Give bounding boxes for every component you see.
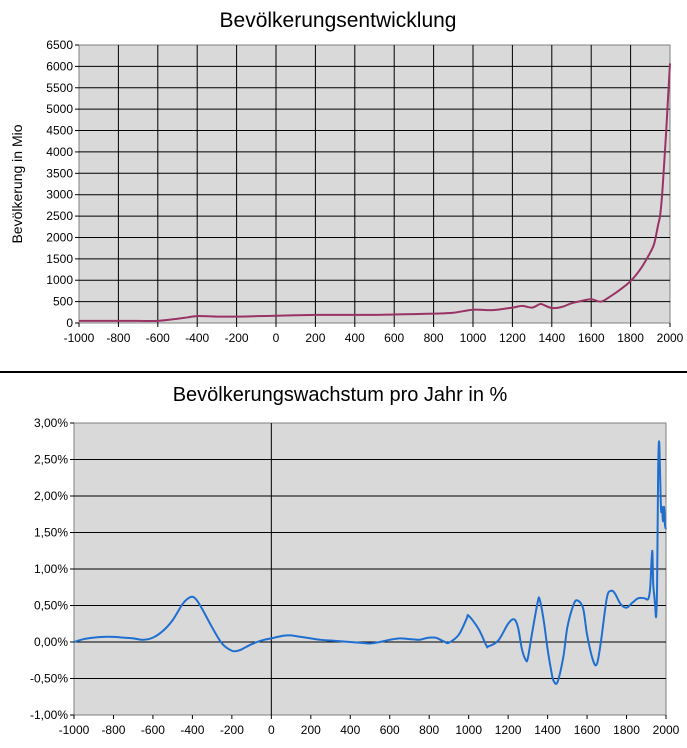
- chart1-grid: [79, 45, 670, 323]
- chart2-x-axis: -1000 -800 -600 -400 -200 0 200 400 600 800 1000 12…: [59, 715, 680, 737]
- x-tick-label: 600: [384, 331, 404, 345]
- x-tick-label: 1200: [495, 723, 522, 737]
- x-tick-label: -600: [146, 331, 170, 345]
- chart1-series: [79, 63, 671, 323]
- x-tick-label: 1600: [574, 723, 601, 737]
- y-tick-label: 1500: [46, 252, 73, 266]
- x-tick-label: -1000: [59, 723, 90, 737]
- x-tick-label: 800: [419, 723, 439, 737]
- y-tick-label: 0: [66, 316, 73, 330]
- x-tick-label: 1000: [455, 723, 482, 737]
- x-tick-label: 1000: [460, 331, 487, 345]
- y-tick-label: -1,00%: [30, 708, 68, 722]
- y-tick-label: 1,50%: [34, 526, 68, 540]
- y-tick-label: 3,00%: [34, 416, 68, 430]
- y-tick-label: 500: [53, 295, 73, 309]
- x-tick-label: 200: [305, 331, 325, 345]
- y-tick-label: 0,50%: [34, 599, 68, 613]
- y-tick-label: 4000: [46, 145, 73, 159]
- chart2-y-axis: -1,00% -0,50% 0,00% 0,50% 1,00% 1,50% 2,00% 2,5…: [30, 416, 74, 722]
- x-tick-label: 1600: [578, 331, 605, 345]
- y-tick-label: 0,00%: [34, 635, 68, 649]
- x-tick-label: 1400: [538, 331, 565, 345]
- y-tick-label: 5000: [46, 102, 73, 116]
- chart1-y-axis: 0 500 1000 1500 2000 2500 3000 3500 4000 4500 5000…: [46, 38, 79, 330]
- x-tick-label: -800: [106, 331, 130, 345]
- y-tick-label: 1000: [46, 273, 73, 287]
- chart2-grid: [74, 423, 666, 715]
- series-line: [79, 63, 671, 323]
- y-tick-label: 3500: [46, 166, 73, 180]
- y-tick-label: 2,00%: [34, 489, 68, 503]
- x-tick-label: 0: [268, 723, 275, 737]
- x-tick-label: 2000: [657, 331, 684, 345]
- chart1-plot-area: [78, 44, 671, 324]
- growth-chart: Bevölkerungswachstum pro Jahr in % -1,00…: [30, 384, 680, 737]
- x-tick-label: -1000: [64, 331, 95, 345]
- y-tick-label: 6500: [46, 38, 73, 52]
- x-tick-label: 600: [380, 723, 400, 737]
- x-tick-label: -400: [180, 723, 204, 737]
- y-tick-label: 6000: [46, 59, 73, 73]
- x-tick-label: 800: [424, 331, 444, 345]
- chart1-title: Bevölkerungsentwicklung: [220, 9, 457, 32]
- x-tick-label: -200: [225, 331, 249, 345]
- population-chart: Bevölkerungsentwicklung Bevölkerung in M…: [9, 9, 684, 345]
- x-tick-label: 400: [340, 723, 360, 737]
- y-tick-label: 2500: [46, 209, 73, 223]
- y-tick-label: 2,50%: [34, 453, 68, 467]
- x-tick-label: 1200: [499, 331, 526, 345]
- chart1-x-axis: -1000 -800 -600 -400 -200 0 200 400 600 800 1000 12…: [64, 323, 684, 345]
- y-tick-label: 1,00%: [34, 562, 68, 576]
- y-tick-label: -0,50%: [30, 672, 68, 686]
- x-tick-label: 1400: [534, 723, 561, 737]
- series-line: [73, 440, 667, 685]
- y-tick-label: 4500: [46, 124, 73, 138]
- y-tick-label: 3000: [46, 188, 73, 202]
- chart1-ylabel: Bevölkerung in Mio: [9, 124, 25, 243]
- x-tick-label: 400: [345, 331, 365, 345]
- x-tick-label: -400: [185, 331, 209, 345]
- x-tick-label: 1800: [613, 723, 640, 737]
- chart2-title: Bevölkerungswachstum pro Jahr in %: [173, 384, 508, 406]
- y-tick-label: 5500: [46, 81, 73, 95]
- x-tick-label: 2000: [653, 723, 680, 737]
- x-tick-label: -200: [220, 723, 244, 737]
- x-tick-label: 1800: [617, 331, 644, 345]
- x-tick-label: -800: [101, 723, 125, 737]
- y-tick-label: 2000: [46, 230, 73, 244]
- chart2-series: [73, 440, 667, 685]
- x-tick-label: -600: [141, 723, 165, 737]
- x-tick-label: 0: [273, 331, 280, 345]
- x-tick-label: 200: [301, 723, 321, 737]
